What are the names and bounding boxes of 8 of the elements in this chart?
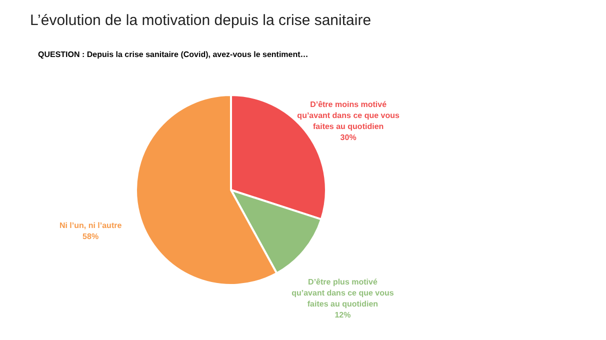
data-label: 30% (340, 132, 356, 142)
slice-label: Ni l’un, ni l’autre (59, 221, 122, 230)
slice-label: D’être moins motivé qu’avant dans ce que vous faites au quotidien (297, 100, 400, 131)
data-label: 58% (82, 232, 99, 242)
slice-label: D’être plus motivé qu’avant dans ce que vous faites au quotidien (292, 277, 394, 308)
data-label: 12% (334, 310, 351, 320)
chart-title: L’évolution de la motivation depuis la crise sanitaire (30, 12, 372, 29)
chart-subtitle: QUESTION : Depuis la crise sanitaire (Covid), avez-vous le sentiment… (38, 50, 308, 59)
